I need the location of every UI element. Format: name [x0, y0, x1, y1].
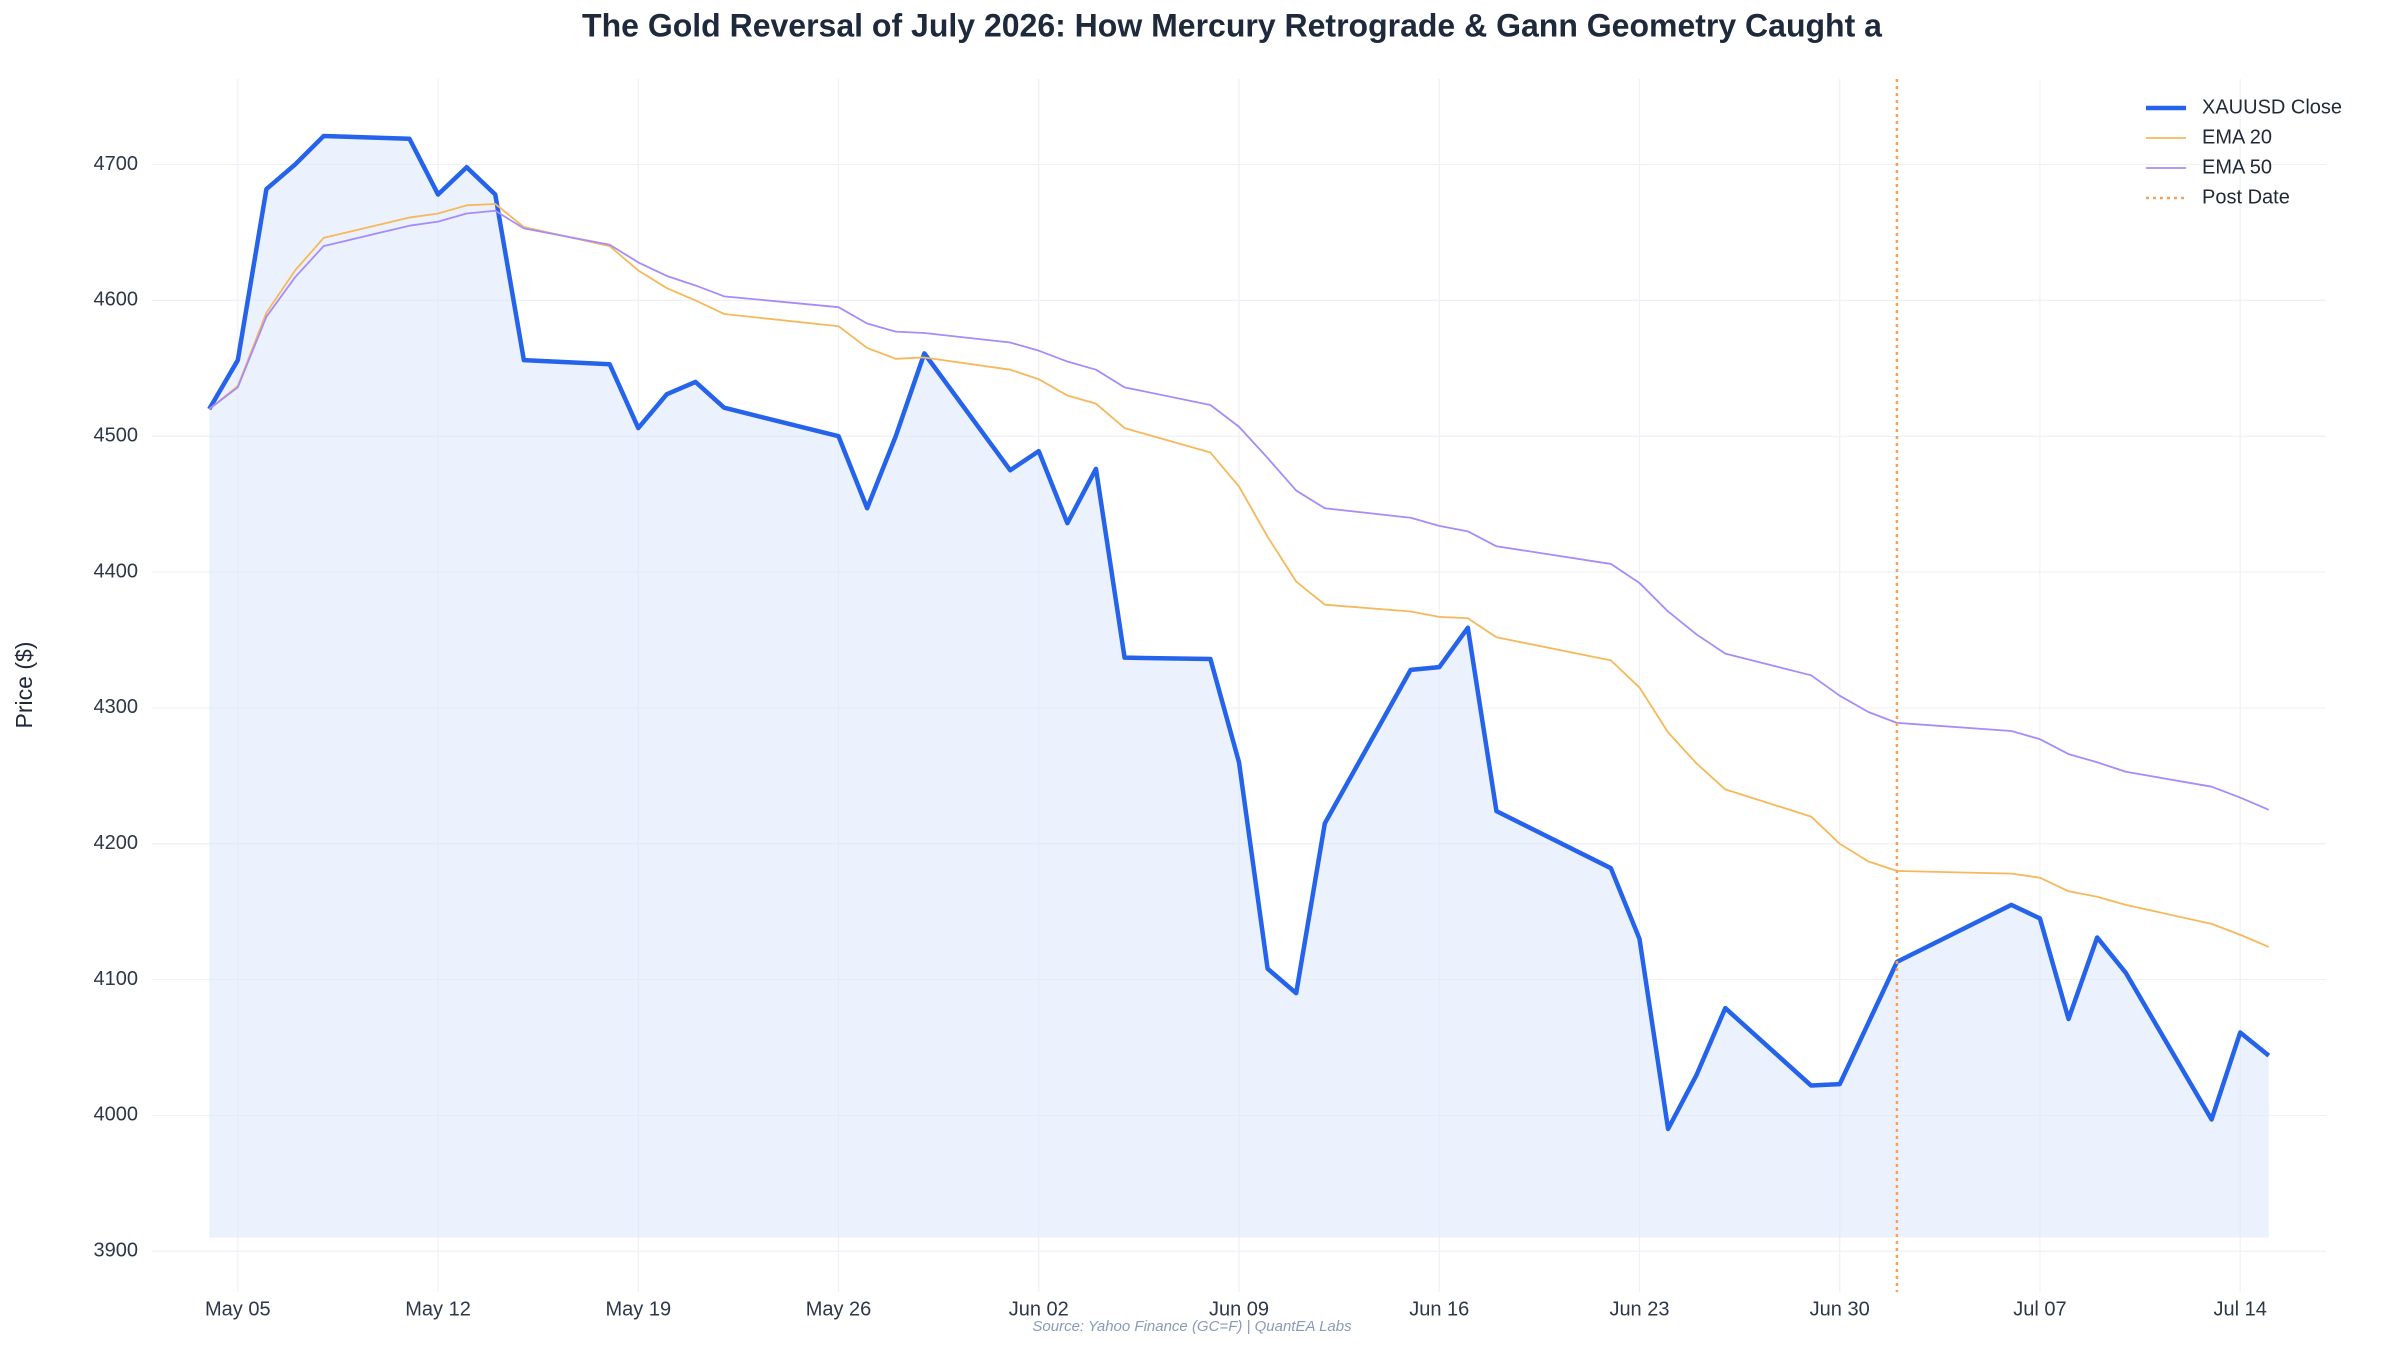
- y-tick-label: 4600: [94, 289, 139, 311]
- y-tick-label: 4000: [94, 1104, 139, 1126]
- source-note: Source: Yahoo Finance (GC=F) | QuantEA L…: [1032, 1318, 1352, 1335]
- legend-label: EMA 20: [2202, 126, 2272, 148]
- line-series: [208, 203, 2270, 948]
- y-tick-label: 4700: [94, 153, 139, 175]
- line-series: [207, 133, 2271, 1132]
- x-tick-label: May 12: [405, 1298, 471, 1320]
- x-tick-label: Jun 16: [1409, 1298, 1469, 1320]
- area-fill: [209, 136, 2269, 1238]
- y-tick-label: 4100: [94, 968, 139, 990]
- x-tick-label: Jun 23: [1609, 1298, 1669, 1320]
- chart-title: The Gold Reversal of July 2026: How Merc…: [582, 7, 1882, 43]
- x-tick-label: Jul 14: [2213, 1298, 2266, 1320]
- x-tick-label: May 19: [605, 1298, 671, 1320]
- y-tick-label: 4400: [94, 560, 139, 582]
- y-tick-label: 4500: [94, 425, 139, 447]
- x-tick-label: May 05: [205, 1298, 271, 1320]
- legend-label: Post Date: [2202, 186, 2290, 208]
- x-tick-label: Jul 07: [2013, 1298, 2066, 1320]
- x-tick-label: Jun 09: [1209, 1298, 1269, 1320]
- legend-label: XAUUSD Close: [2202, 96, 2342, 118]
- y-tick-label: 4300: [94, 696, 139, 718]
- x-tick-label: Jun 30: [1810, 1298, 1870, 1320]
- x-tick-label: May 26: [806, 1298, 872, 1320]
- line-series: [208, 209, 2270, 811]
- x-tick-label: Jun 02: [1009, 1298, 1069, 1320]
- y-axis-label: Price ($): [11, 642, 37, 729]
- y-tick-label: 4200: [94, 832, 139, 854]
- legend-label: EMA 50: [2202, 156, 2272, 178]
- y-tick-label: 3900: [94, 1240, 139, 1262]
